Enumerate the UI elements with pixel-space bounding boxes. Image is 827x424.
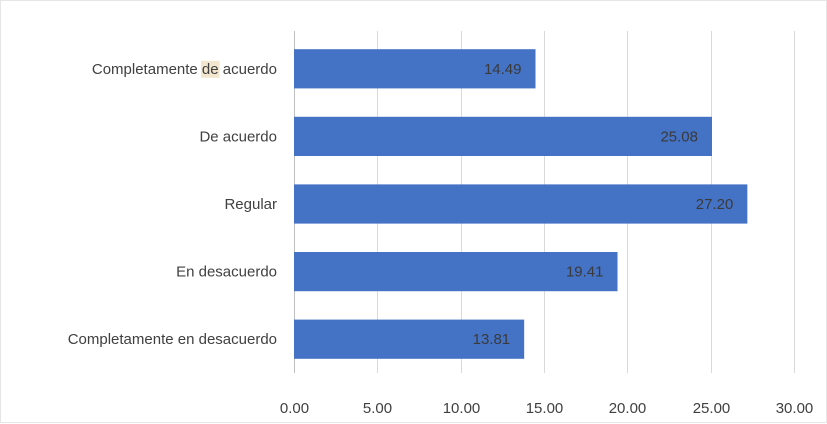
bar [294, 184, 748, 224]
text-highlight [200, 60, 220, 78]
data-label: 27.20 [696, 196, 734, 213]
data-label: 14.49 [484, 61, 522, 78]
category-labels: Completamente de acuerdo De acuerdo Regula… [68, 60, 277, 348]
x-tick-labels: 0.00 5.00 10.00 15.00 20.00 25.00 30.00 [280, 400, 813, 417]
category-label: Completamente de acuerdo [92, 61, 277, 78]
category-label: De acuerdo [199, 128, 277, 145]
bar [294, 319, 525, 359]
bar [294, 251, 618, 292]
x-tick-label: 25.00 [693, 400, 731, 417]
category-label: Completamente en desacuerdo [68, 331, 277, 348]
bars [294, 49, 748, 359]
data-labels: 14.49 25.08 27.20 19.41 13.81 [473, 61, 734, 348]
x-tick-label: 20.00 [609, 400, 647, 417]
bar [294, 49, 536, 89]
category-label: Regular [224, 196, 277, 213]
x-tick-label: 5.00 [363, 400, 392, 417]
data-label: 13.81 [473, 331, 511, 348]
x-tick-label: 0.00 [280, 400, 309, 417]
data-label: 25.08 [660, 128, 698, 145]
bar [294, 116, 712, 157]
data-label: 19.41 [566, 264, 604, 281]
category-label: En desacuerdo [176, 264, 277, 281]
x-tick-label: 15.00 [526, 400, 564, 417]
x-tick-label: 10.00 [443, 400, 481, 417]
x-tick-label: 30.00 [776, 400, 814, 417]
